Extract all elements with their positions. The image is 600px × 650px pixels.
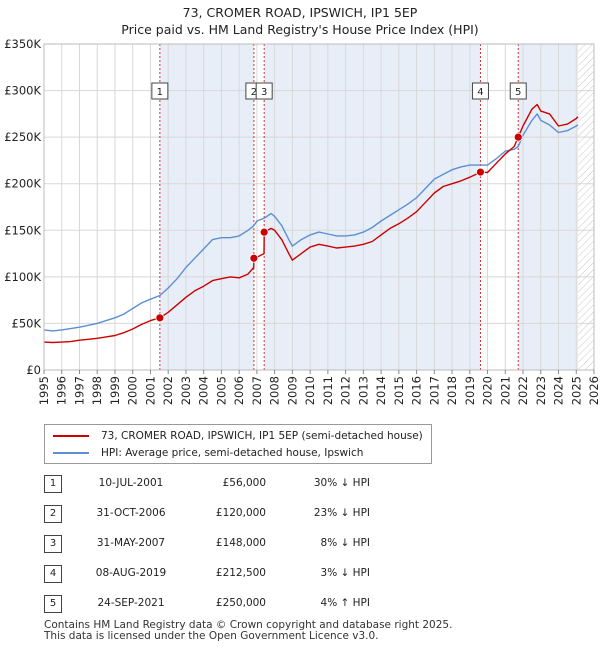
y-tick-label: £150K	[4, 223, 41, 237]
y-tick-label: £200K	[4, 177, 41, 191]
chart-subtitle: Price paid vs. HM Land Registry's House …	[121, 22, 479, 37]
x-tick-label: 2010	[303, 376, 317, 405]
sale-point	[476, 167, 485, 177]
transaction-price: £148,000	[215, 537, 266, 549]
y-tick-label: £100K	[4, 270, 41, 284]
x-tick-label: 1999	[108, 376, 122, 405]
legend-item-hpi: HPI: Average price, semi-detached house,…	[53, 445, 363, 461]
transaction-date: 08-AUG-2019	[95, 567, 167, 579]
x-tick-label: 2022	[516, 376, 530, 405]
marker-label-box	[471, 82, 489, 100]
footer-line-copyright: Contains HM Land Registry data © Crown c…	[44, 619, 453, 631]
transaction-row: 1 10-JUL-2001 £56,000 30% ↓ HPI	[0, 475, 600, 495]
shaded-period	[264, 44, 481, 370]
footer-attribution: Contains HM Land Registry data © Crown c…	[44, 620, 452, 642]
legend-swatch-property	[53, 435, 89, 437]
x-tick-label: 2009	[285, 376, 299, 405]
marker-label: 1	[157, 87, 163, 98]
transaction-hpi: 23% ↓ HPI	[313, 507, 370, 519]
x-tick-label: 2007	[250, 376, 264, 405]
x-tick-label: 2021	[498, 376, 512, 405]
transaction-price: £250,000	[215, 597, 266, 609]
transaction-number: 1	[44, 475, 62, 493]
shaded-period	[518, 44, 579, 370]
transaction-hpi: 8% ↓ HPI	[320, 537, 370, 549]
x-tick-label: 2004	[197, 376, 211, 405]
transaction-row: 4 08-AUG-2019 £212,500 3% ↓ HPI	[0, 565, 600, 585]
marker-label-box	[255, 82, 273, 100]
marker-label-box	[151, 82, 169, 100]
y-tick-label: £300K	[4, 84, 41, 98]
transaction-price: £120,000	[215, 507, 266, 519]
x-tick-label: 2000	[126, 376, 140, 405]
x-tick-label: 1998	[90, 376, 104, 405]
transaction-hpi: 30% ↓ HPI	[313, 477, 370, 489]
x-tick-label: 2020	[481, 376, 495, 405]
plot-frame	[43, 43, 595, 371]
transaction-price: £212,500	[215, 567, 266, 579]
x-tick-label: 1997	[72, 376, 86, 405]
x-tick-label: 2018	[445, 376, 459, 405]
transaction-date: 10-JUL-2001	[98, 477, 164, 489]
series-line-hpi	[43, 113, 579, 332]
transaction-number: 4	[44, 565, 62, 583]
series-line-property	[43, 103, 579, 344]
x-tick-label: 2006	[232, 376, 246, 405]
x-tick-label: 2005	[214, 376, 228, 405]
sale-point	[155, 313, 165, 323]
sale-point	[249, 253, 259, 263]
y-tick-label: £0	[26, 363, 41, 377]
transaction-hpi: 3% ↓ HPI	[320, 567, 370, 579]
marker-label-box	[509, 82, 527, 100]
x-tick-label: 2015	[392, 376, 406, 405]
marker-label: 2	[251, 87, 257, 98]
legend-label-hpi: HPI: Average price, semi-detached house,…	[101, 447, 364, 459]
footer-line-licence: This data is licensed under the Open Gov…	[44, 630, 379, 642]
transaction-number: 5	[44, 595, 62, 613]
x-tick-label: 2026	[587, 376, 600, 405]
y-tick-label: £50K	[12, 316, 42, 330]
transaction-number: 2	[44, 505, 62, 523]
x-tick-label: 1996	[55, 376, 69, 405]
legend-item-property: 73, CROMER ROAD, IPSWICH, IP1 5EP (semi-…	[53, 428, 423, 444]
marker-label: 5	[515, 87, 521, 98]
transaction-hpi: 4% ↑ HPI	[320, 597, 370, 609]
x-tick-label: 2013	[356, 376, 370, 405]
transaction-row: 5 24-SEP-2021 £250,000 4% ↑ HPI	[0, 595, 600, 615]
y-tick-label: £250K	[4, 130, 41, 144]
transaction-row: 2 31-OCT-2006 £120,000 23% ↓ HPI	[0, 505, 600, 525]
legend-swatch-hpi	[53, 452, 89, 454]
transaction-date: 31-MAY-2007	[96, 537, 166, 549]
y-tick-label: £350K	[4, 37, 41, 51]
future-hatch	[578, 44, 594, 370]
x-tick-label: 2012	[339, 376, 353, 405]
x-tick-label: 2016	[410, 376, 424, 405]
transaction-date: 24-SEP-2021	[97, 597, 165, 609]
x-tick-label: 2019	[463, 376, 477, 405]
marker-label: 3	[261, 87, 267, 98]
sale-point	[259, 227, 269, 237]
chart-legend: 73, CROMER ROAD, IPSWICH, IP1 5EP (semi-…	[44, 424, 432, 464]
x-tick-label: 2011	[321, 376, 335, 405]
x-tick-label: 2002	[161, 376, 175, 405]
x-tick-label: 1995	[37, 376, 51, 405]
marker-label: 4	[477, 87, 483, 98]
x-tick-label: 2008	[268, 376, 282, 405]
x-tick-label: 2024	[552, 376, 566, 405]
transaction-price: £56,000	[222, 477, 266, 489]
x-tick-label: 2025	[569, 376, 583, 405]
sale-point	[513, 132, 523, 142]
legend-label-property: 73, CROMER ROAD, IPSWICH, IP1 5EP (semi-…	[101, 430, 423, 442]
transaction-number: 3	[44, 535, 62, 553]
x-tick-label: 2023	[534, 376, 548, 405]
x-tick-label: 2001	[143, 376, 157, 405]
x-tick-label: 2017	[427, 376, 441, 405]
x-tick-label: 2003	[179, 376, 193, 405]
x-tick-label: 2014	[374, 376, 388, 405]
chart-title: 73, CROMER ROAD, IPSWICH, IP1 5EP	[182, 5, 418, 20]
transaction-date: 31-OCT-2006	[96, 507, 166, 519]
transaction-row: 3 31-MAY-2007 £148,000 8% ↓ HPI	[0, 535, 600, 555]
shaded-period	[159, 44, 254, 370]
